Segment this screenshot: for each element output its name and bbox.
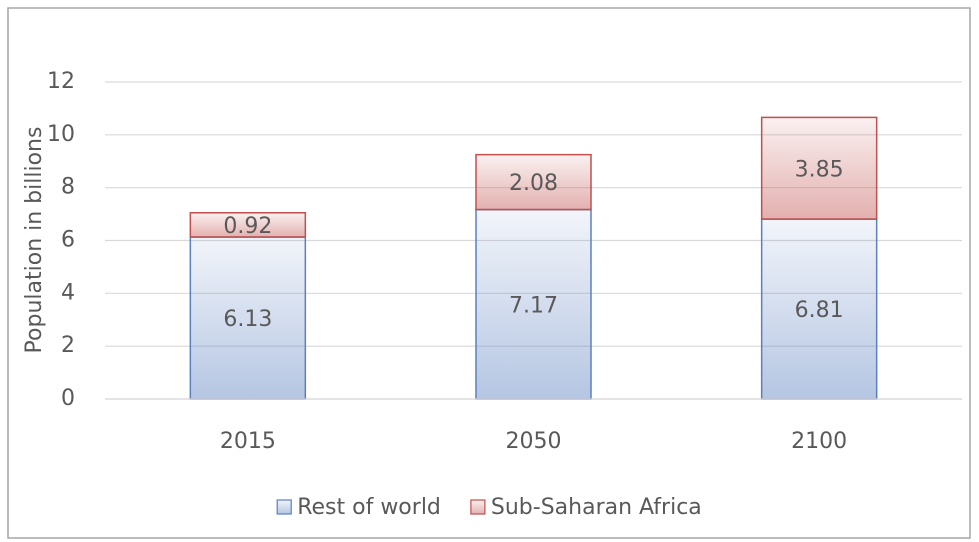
bar-segment <box>189 212 307 238</box>
data-label: 7.17 <box>509 293 558 318</box>
bar-segment <box>475 153 592 211</box>
bar-segment <box>189 236 307 400</box>
data-label: 0.92 <box>223 214 272 239</box>
bar-segment <box>760 218 878 400</box>
legend-swatch <box>470 499 486 515</box>
data-label: 3.85 <box>795 157 844 182</box>
y-tick-label: 12 <box>47 69 75 94</box>
legend-label: Sub-Saharan Africa <box>491 495 702 520</box>
data-label: 2.08 <box>509 171 558 196</box>
legend: Rest of world Sub-Saharan Africa <box>276 495 702 520</box>
data-label: 6.81 <box>795 298 844 323</box>
x-tick-label: 2050 <box>506 429 562 454</box>
data-label: 6.13 <box>223 307 272 332</box>
legend-swatch <box>276 499 292 515</box>
y-tick-label: 0 <box>61 386 75 411</box>
legend-label: Rest of world <box>297 495 441 520</box>
x-tick-label: 2015 <box>220 429 276 454</box>
bar-segment <box>475 208 592 400</box>
y-tick-label: 2 <box>61 333 75 358</box>
y-tick-label: 4 <box>61 280 75 305</box>
y-tick-label: 6 <box>61 228 75 253</box>
x-tick-label: 2100 <box>791 429 847 454</box>
y-axis-label: Population in billions <box>22 127 47 354</box>
y-tick-label: 10 <box>47 122 75 147</box>
bar-segment <box>760 116 878 220</box>
y-tick-label: 8 <box>61 175 75 200</box>
